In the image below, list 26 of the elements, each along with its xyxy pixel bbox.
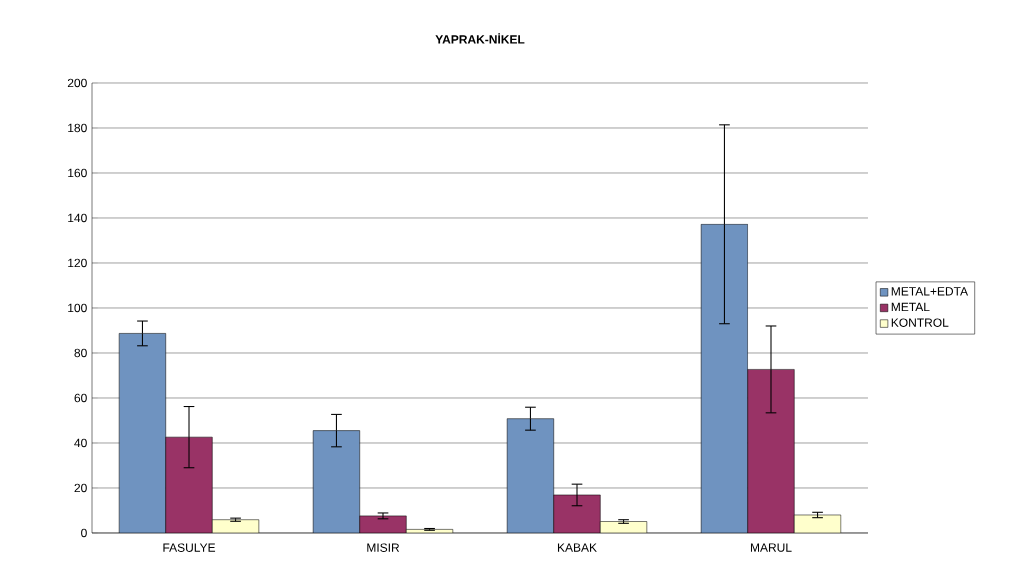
x-tick-label: MARUL xyxy=(750,543,792,552)
chart-title: YAPRAK-NİKEL xyxy=(435,33,525,44)
y-tick-label: 20 xyxy=(74,483,87,493)
legend-label: METAL xyxy=(891,302,930,312)
bar xyxy=(700,224,748,533)
y-tick-label: 80 xyxy=(74,348,87,358)
x-tick-label: MISIR xyxy=(367,543,400,552)
y-tick-label: 120 xyxy=(68,258,87,268)
y-tick-label: 0 xyxy=(81,528,87,538)
bar xyxy=(165,437,213,533)
legend-label: KONTROL xyxy=(891,318,949,327)
y-tick-label: 140 xyxy=(68,213,87,223)
bar xyxy=(747,369,795,533)
bar xyxy=(313,430,360,533)
x-tick-label: KABAK xyxy=(557,543,597,552)
y-tick-label: 200 xyxy=(67,78,87,88)
bar xyxy=(507,418,554,533)
x-tick-label: FASULYE xyxy=(163,543,216,552)
bar xyxy=(119,333,166,533)
y-tick-label: 60 xyxy=(74,393,87,403)
legend-label: METAL+EDTA xyxy=(891,287,969,296)
bar xyxy=(553,494,601,533)
y-tick-label: 180 xyxy=(68,123,87,133)
y-tick-label: 160 xyxy=(68,168,87,178)
y-tick-label: 40 xyxy=(74,438,87,448)
y-tick-label: 100 xyxy=(68,303,87,313)
